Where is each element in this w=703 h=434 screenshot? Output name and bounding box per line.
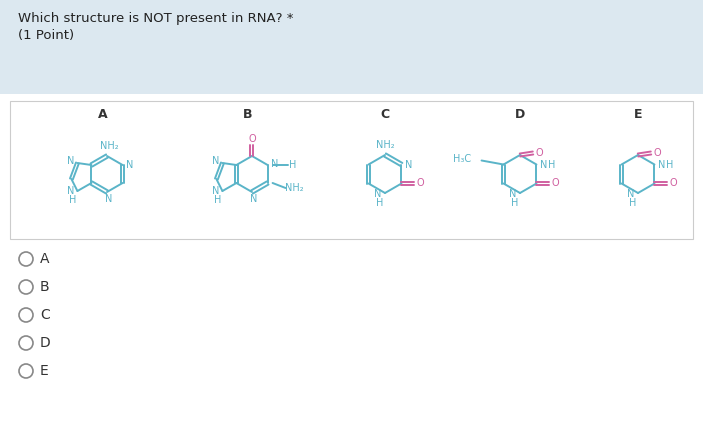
Text: NH₂: NH₂ [375, 140, 394, 150]
Text: N: N [212, 186, 219, 196]
Text: N: N [67, 156, 74, 166]
Text: Which structure is NOT present in RNA? *: Which structure is NOT present in RNA? * [18, 12, 293, 25]
Text: N: N [627, 189, 635, 199]
Text: NH₂: NH₂ [100, 141, 118, 151]
Text: A: A [98, 108, 108, 121]
Text: O: O [552, 178, 560, 188]
Text: D: D [40, 336, 51, 350]
Text: H: H [629, 198, 637, 208]
Text: N: N [126, 160, 134, 170]
Text: O: O [653, 148, 661, 158]
Text: N: N [540, 160, 547, 170]
Text: NH₂: NH₂ [285, 183, 304, 193]
Text: H: H [69, 195, 76, 205]
Text: N: N [658, 160, 665, 170]
Text: N: N [250, 194, 258, 204]
Text: N: N [374, 189, 382, 199]
Text: C: C [380, 108, 389, 121]
Text: O: O [417, 178, 425, 188]
Text: (1 Point): (1 Point) [18, 29, 74, 42]
Text: H₃C: H₃C [453, 155, 472, 164]
Text: N: N [67, 186, 74, 196]
Text: A: A [40, 252, 49, 266]
Text: H: H [376, 198, 384, 208]
Text: N: N [271, 159, 278, 169]
Text: E: E [40, 364, 49, 378]
Text: E: E [633, 108, 643, 121]
Text: B: B [40, 280, 50, 294]
Text: D: D [515, 108, 525, 121]
Text: H: H [214, 195, 221, 205]
Text: C: C [40, 308, 50, 322]
FancyBboxPatch shape [10, 101, 693, 239]
Text: N: N [105, 194, 112, 204]
Text: N: N [509, 189, 517, 199]
Text: N: N [405, 160, 412, 170]
Text: O: O [535, 148, 543, 158]
Text: H: H [666, 160, 673, 170]
FancyBboxPatch shape [0, 0, 703, 94]
Text: B: B [243, 108, 253, 121]
Text: O: O [670, 178, 677, 188]
Text: H: H [548, 160, 555, 170]
Text: H: H [511, 198, 519, 208]
Text: N: N [212, 156, 219, 166]
Text: O: O [248, 134, 256, 144]
Text: H: H [289, 160, 296, 170]
